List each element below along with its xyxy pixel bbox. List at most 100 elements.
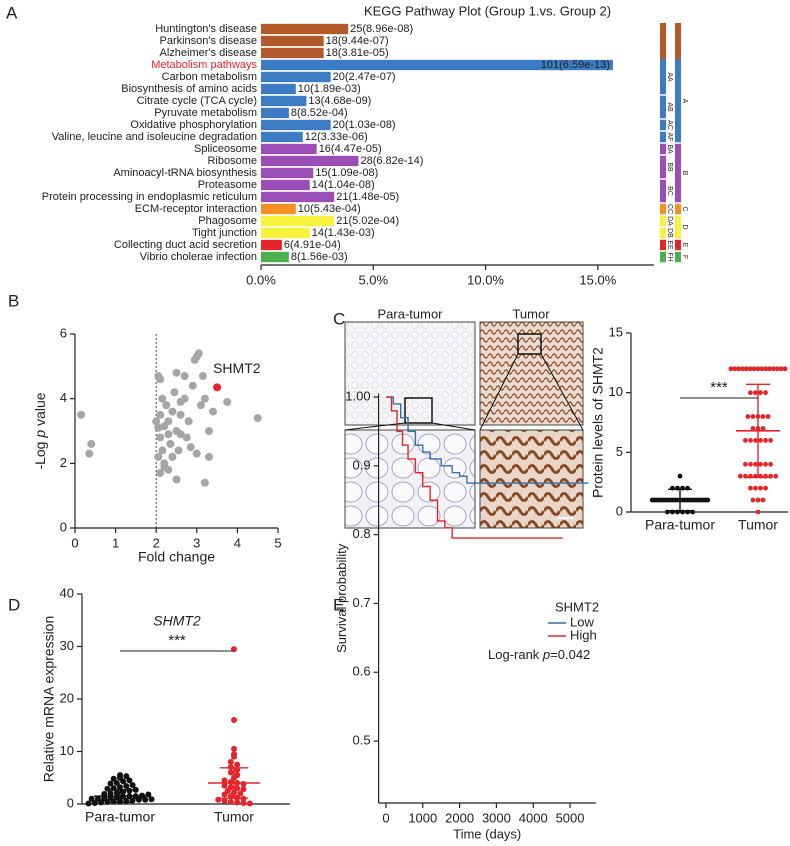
point — [88, 795, 95, 802]
point — [180, 372, 189, 381]
point — [751, 366, 757, 372]
group-strip — [660, 227, 666, 239]
chart-title: KEGG Pathway Plot (Group 1.vs. Group 2) — [364, 3, 611, 18]
category-label: Spliceosome — [194, 143, 257, 155]
group-strip — [660, 251, 666, 263]
survival-curve — [385, 396, 589, 484]
point — [748, 438, 753, 443]
point — [135, 796, 142, 803]
point — [737, 473, 743, 479]
bar-label: 13(4.68e-09) — [308, 95, 371, 107]
zoom-line — [540, 353, 584, 431]
y-tick-label: 0.7 — [353, 595, 371, 610]
bar-label: 16(4.47e-05) — [319, 143, 382, 155]
point — [753, 438, 758, 443]
point — [87, 439, 96, 448]
x-tick-label: Para-tumor — [85, 809, 155, 825]
y-tick-label: 15 — [609, 324, 623, 339]
group-strip — [660, 59, 666, 71]
category-label: Pyruvate metabolism — [154, 107, 257, 119]
point — [156, 433, 165, 442]
bar-label: 14(1.04e-08) — [312, 179, 375, 191]
point — [123, 773, 130, 780]
x-tick-label: Para-tumor — [645, 517, 715, 533]
y-tick-label: 0 — [60, 519, 67, 534]
point — [164, 430, 173, 439]
point — [748, 461, 753, 467]
zoom-line — [344, 422, 406, 431]
x-tick-label: 1 — [112, 535, 119, 550]
group-strip — [660, 83, 666, 95]
chart-title: SHMT2 — [153, 613, 201, 629]
y-tick-label: 0.6 — [353, 664, 371, 679]
point — [736, 366, 742, 372]
y-axis-label-part: value — [32, 392, 48, 430]
group-strip — [675, 203, 681, 215]
bar-label: 21(1.48e-05) — [336, 191, 399, 203]
point — [188, 381, 197, 390]
point — [77, 410, 86, 419]
bar — [261, 59, 613, 71]
bar — [261, 191, 335, 203]
group-strip — [675, 143, 681, 155]
y-tick-label: 10 — [609, 384, 623, 399]
legend-title: SHMT2 — [555, 599, 599, 614]
point — [231, 745, 237, 752]
point — [732, 366, 738, 372]
legend-label: High — [570, 627, 597, 642]
group-label: AC — [666, 120, 673, 130]
point — [677, 473, 683, 479]
group-label: AB — [666, 102, 673, 112]
point — [765, 414, 771, 419]
bar — [261, 83, 296, 95]
point — [760, 497, 766, 503]
point — [113, 780, 120, 786]
group-strip — [675, 59, 681, 71]
group-label: EE — [666, 240, 673, 250]
panel-label: E — [333, 595, 344, 614]
annotation: Log-rank p=0.042 — [488, 647, 590, 662]
point — [774, 366, 780, 372]
point — [758, 461, 763, 467]
point — [184, 417, 193, 426]
bar — [261, 131, 303, 143]
y-tick-label: 6 — [60, 325, 67, 340]
point — [747, 366, 753, 372]
zoom-line — [431, 422, 476, 431]
point — [85, 449, 94, 458]
bar — [261, 167, 314, 179]
group-strip — [660, 23, 666, 35]
point — [768, 438, 773, 443]
group-strip — [660, 155, 666, 167]
bar — [261, 143, 317, 155]
x-tick-label: 3 — [193, 535, 200, 550]
point — [107, 780, 114, 787]
y-tick-label: 0 — [67, 795, 74, 810]
point — [745, 414, 751, 419]
x-tick-label: 0 — [382, 810, 389, 825]
group-strip — [660, 203, 666, 215]
point — [240, 786, 247, 793]
zoom-box — [517, 333, 542, 355]
point — [763, 461, 768, 467]
bar-label: 8(8.52e-04) — [291, 107, 348, 119]
group-label: B — [681, 171, 688, 176]
group-strip — [675, 35, 681, 47]
y-tick-label: 1.00 — [345, 388, 370, 403]
point — [166, 439, 175, 448]
point — [204, 427, 213, 435]
point — [234, 799, 241, 806]
point — [113, 789, 120, 796]
group-strip — [675, 47, 681, 59]
point — [200, 478, 209, 487]
point — [753, 485, 758, 491]
bar — [261, 35, 324, 47]
x-tick-label: 0 — [71, 535, 78, 550]
point — [158, 446, 167, 455]
bar-label: 25(8.96e-08) — [350, 23, 413, 35]
point — [209, 407, 218, 416]
y-axis-label-part: -Log — [32, 438, 48, 470]
bar-label: 12(3.33e-06) — [305, 131, 368, 143]
group-strip — [675, 167, 681, 179]
category-label: Tight junction — [192, 227, 257, 239]
